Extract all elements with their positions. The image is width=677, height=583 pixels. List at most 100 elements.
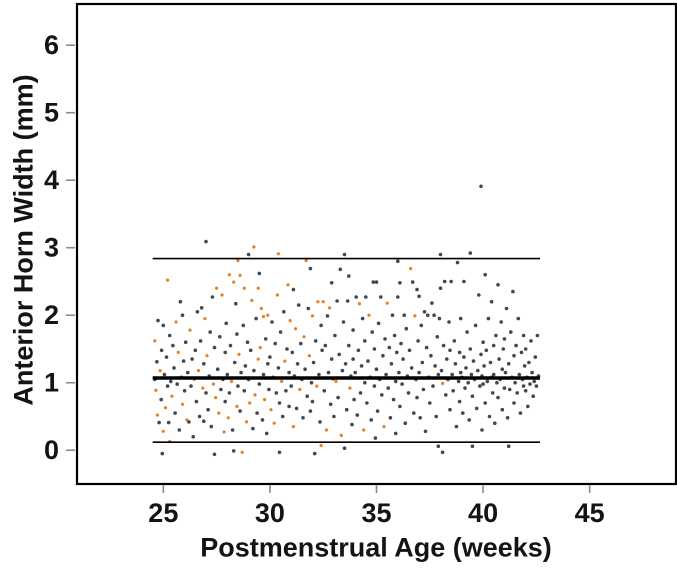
scatter-point-cohort-orange bbox=[188, 328, 192, 332]
scatter-point-cohort-gray bbox=[329, 281, 334, 285]
scatter-point-cohort-gray bbox=[354, 295, 359, 299]
scatter-point-cohort-gray bbox=[407, 348, 412, 353]
scatter-point-cohort-gray bbox=[434, 414, 439, 419]
scatter-point-cohort-gray bbox=[305, 394, 310, 399]
scatter-point-cohort-gray bbox=[232, 360, 237, 365]
scatter-point-cohort-gray bbox=[422, 310, 427, 314]
scatter-point-cohort-gray bbox=[462, 279, 466, 284]
scatter-point-cohort-gray bbox=[513, 380, 517, 385]
scatter-point-cohort-gray bbox=[351, 357, 355, 361]
scatter-point-cohort-gray bbox=[290, 350, 295, 355]
scatter-point-cohort-orange bbox=[222, 430, 226, 434]
scatter-point-cohort-gray bbox=[463, 386, 467, 390]
scatter-point-cohort-orange bbox=[409, 267, 413, 271]
scatter-point-cohort-gray bbox=[164, 355, 169, 359]
scatter-point-cohort-gray bbox=[503, 370, 508, 375]
scatter-point-cohort-gray bbox=[468, 251, 473, 255]
scatter-point-cohort-gray bbox=[518, 411, 523, 415]
scatter-point-cohort-orange bbox=[288, 319, 292, 323]
scatter-point-cohort-orange bbox=[334, 379, 338, 383]
scatter-point-cohort-gray bbox=[206, 407, 210, 412]
scatter-point-cohort-gray bbox=[521, 333, 526, 338]
scatter-point-cohort-gray bbox=[458, 316, 463, 321]
scatter-point-cohort-orange bbox=[235, 404, 239, 408]
scatter-point-cohort-orange bbox=[196, 369, 201, 373]
scatter-point-cohort-orange bbox=[413, 314, 417, 318]
scatter-point-cohort-gray bbox=[372, 347, 377, 351]
scatter-point-cohort-gray bbox=[398, 404, 402, 409]
scatter-point-cohort-gray bbox=[444, 393, 448, 397]
scatter-point-cohort-orange bbox=[211, 382, 215, 386]
scatter-point-cohort-gray bbox=[497, 357, 501, 361]
scatter-point-cohort-gray bbox=[468, 347, 473, 351]
y-tick-label-1: 1 bbox=[44, 368, 59, 398]
scatter-point-cohort-gray bbox=[440, 450, 445, 455]
scatter-point-cohort-gray bbox=[526, 404, 530, 409]
scatter-point-cohort-gray bbox=[474, 406, 479, 411]
scatter-point-cohort-gray bbox=[523, 389, 528, 393]
scatter-point-cohort-gray bbox=[399, 341, 403, 346]
scatter-point-cohort-gray bbox=[428, 401, 432, 405]
scatter-point-cohort-gray bbox=[522, 364, 527, 368]
scatter-point-cohort-gray bbox=[270, 320, 274, 324]
scatter-point-cohort-gray bbox=[457, 350, 462, 355]
scatter-point-cohort-gray bbox=[491, 343, 496, 348]
scatter-point-cohort-gray bbox=[303, 367, 307, 372]
scatter-point-cohort-gray bbox=[424, 345, 429, 350]
scatter-point-cohort-gray bbox=[496, 283, 500, 287]
scatter-point-cohort-orange bbox=[180, 402, 185, 406]
scatter-point-cohort-gray bbox=[280, 414, 285, 419]
scatter-point-cohort-gray bbox=[332, 414, 336, 419]
scatter-point-cohort-gray bbox=[485, 379, 490, 384]
scatter-point-cohort-orange bbox=[367, 313, 371, 317]
scatter-point-cohort-gray bbox=[401, 357, 405, 361]
scatter-point-cohort-gray bbox=[181, 359, 186, 363]
scatter-point-cohort-gray bbox=[336, 395, 340, 400]
scatter-point-cohort-gray bbox=[317, 372, 321, 377]
scatter-point-cohort-gray bbox=[400, 382, 404, 386]
scatter-point-cohort-gray bbox=[482, 364, 486, 368]
scatter-point-cohort-gray bbox=[155, 360, 159, 364]
scatter-point-cohort-gray bbox=[335, 299, 339, 303]
scatter-point-cohort-gray bbox=[379, 295, 383, 299]
scatter-point-cohort-gray bbox=[260, 418, 265, 422]
scatter-point-cohort-gray bbox=[225, 372, 230, 377]
scatter-point-cohort-gray bbox=[402, 313, 407, 318]
scatter-point-cohort-gray bbox=[198, 339, 203, 343]
scatter-point-cohort-gray bbox=[223, 350, 227, 355]
scatter-point-cohort-gray bbox=[489, 299, 494, 304]
scatter-point-cohort-gray bbox=[358, 391, 363, 395]
scatter-point-cohort-gray bbox=[329, 357, 334, 361]
scatter-point-cohort-gray bbox=[442, 279, 447, 284]
scatter-point-cohort-orange bbox=[286, 283, 290, 287]
scatter-point-cohort-gray bbox=[506, 444, 511, 449]
scatter-point-cohort-gray bbox=[289, 384, 294, 388]
scatter-point-cohort-orange bbox=[280, 379, 284, 383]
scatter-point-cohort-gray bbox=[415, 395, 419, 400]
x-tick-label-40: 40 bbox=[468, 498, 498, 528]
scatter-point-cohort-orange bbox=[252, 245, 256, 249]
scatter-point-cohort-gray bbox=[159, 348, 164, 353]
scatter-point-cohort-gray bbox=[500, 367, 505, 372]
scatter-point-cohort-orange bbox=[236, 258, 240, 263]
scatter-point-cohort-gray bbox=[419, 323, 424, 328]
scatter-point-cohort-orange bbox=[238, 273, 242, 277]
scatter-point-cohort-orange bbox=[324, 428, 328, 432]
scatter-point-cohort-gray bbox=[392, 333, 397, 338]
scatter-point-cohort-gray bbox=[383, 337, 387, 341]
scatter-point-cohort-orange bbox=[259, 306, 263, 311]
scatter-point-cohort-gray bbox=[370, 330, 375, 334]
scatter-point-cohort-orange bbox=[166, 278, 170, 282]
scatter-point-cohort-gray bbox=[528, 382, 532, 386]
scatter-point-cohort-gray bbox=[186, 370, 190, 375]
scatter-point-cohort-gray bbox=[418, 416, 423, 420]
scatter-point-cohort-gray bbox=[369, 418, 374, 422]
scatter-point-cohort-gray bbox=[374, 367, 379, 372]
scatter-point-cohort-gray bbox=[363, 380, 367, 385]
scatter-point-cohort-gray bbox=[212, 452, 217, 457]
scatter-point-cohort-gray bbox=[483, 272, 488, 277]
scatter-point-cohort-gray bbox=[344, 407, 349, 412]
scatter-point-cohort-orange bbox=[298, 387, 302, 392]
scatter-point-cohort-gray bbox=[266, 362, 270, 366]
scatter-point-cohort-gray bbox=[328, 402, 333, 407]
